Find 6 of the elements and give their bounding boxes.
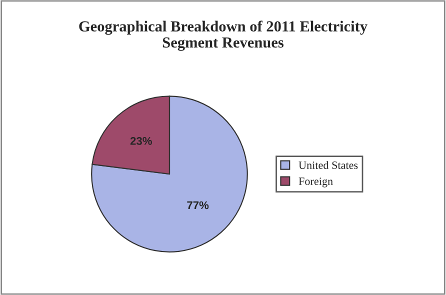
data-label: 23%	[130, 137, 152, 145]
data-label: 77%	[187, 201, 209, 210]
pie-slice	[91, 96, 248, 252]
chart-title: Geographical Breakdown of 2011 Electricity Segment Revenues	[79, 20, 368, 51]
legend-label: United States	[298, 161, 358, 169]
legend-label: Foreign	[298, 178, 333, 188]
